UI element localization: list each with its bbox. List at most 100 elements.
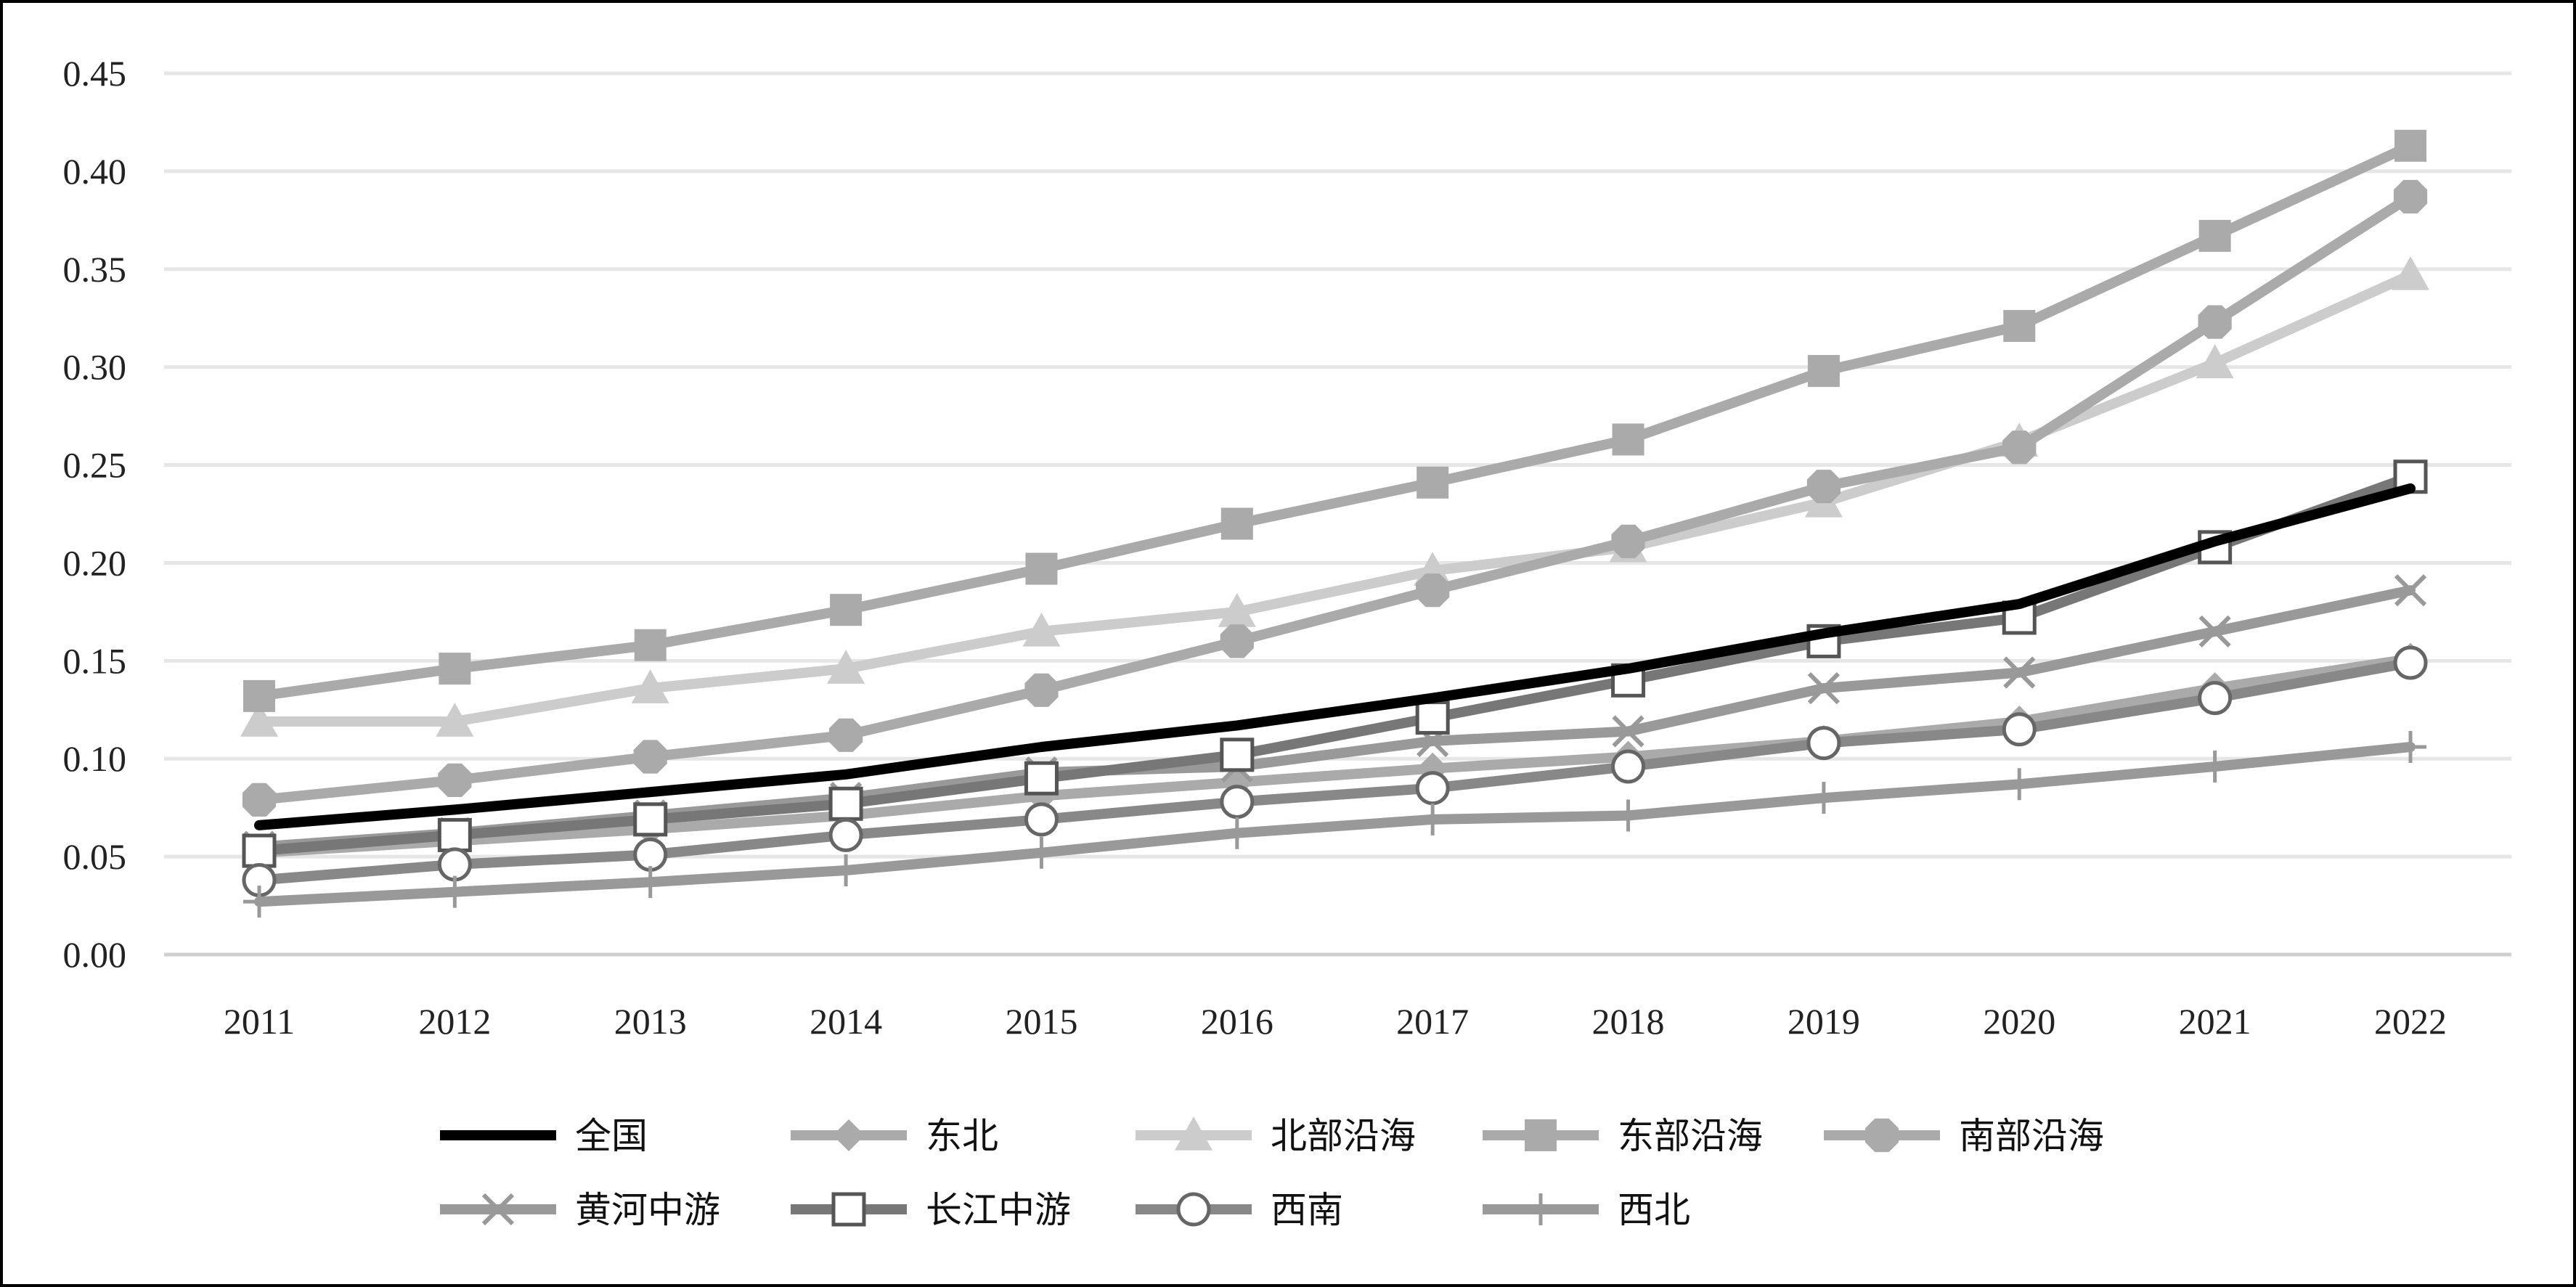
data-point	[1024, 761, 1059, 796]
legend-label: 北部沿海	[1271, 1115, 1416, 1157]
line-chart: 0.00 0.05 0.10 0.15 0.20 0.25 0.30 0.35 0.40 0.45…	[63, 53, 2511, 1231]
data-point	[2198, 681, 2233, 716]
data-point	[2002, 430, 2037, 465]
x-tick-label: 2020	[1983, 1001, 2055, 1042]
data-point	[1612, 715, 1644, 748]
x-tick-label: 2021	[2179, 1001, 2251, 1042]
data-point	[481, 1193, 515, 1226]
data-point	[830, 854, 863, 886]
data-point	[1220, 738, 1255, 772]
data-point	[1220, 507, 1253, 540]
x-tick-label: 2013	[614, 1001, 687, 1042]
x-tick-label: 2015	[1005, 1001, 1077, 1042]
data-point	[2394, 129, 2426, 162]
data-point	[2198, 305, 2232, 339]
data-point	[1175, 1116, 1212, 1151]
data-point	[1612, 423, 1644, 456]
x-tick-label: 2018	[1592, 1001, 1665, 1042]
legend-item-0: 全国	[440, 1115, 648, 1157]
data-point	[243, 679, 275, 712]
series-line	[254, 483, 2416, 830]
data-point	[1176, 1192, 1211, 1227]
data-point	[1415, 771, 1450, 806]
series-4	[242, 179, 2428, 817]
series-3	[243, 129, 2426, 712]
data-point	[828, 786, 863, 821]
y-tick-label: 0.05	[63, 836, 127, 877]
data-point	[2394, 731, 2426, 764]
series-8	[243, 731, 2426, 918]
data-point	[240, 702, 278, 737]
y-tick-label: 0.45	[63, 53, 127, 94]
x-axis: 2011 2012 2013 2014 2015 2016 2017 2018 2019 2020…	[224, 1001, 2447, 1042]
data-point	[437, 817, 472, 852]
legend-label: 西南	[1271, 1189, 1343, 1231]
data-point	[1025, 836, 1058, 869]
data-point	[242, 783, 277, 817]
data-point	[243, 886, 275, 918]
series-line	[254, 140, 2416, 701]
data-point	[2196, 344, 2234, 379]
data-point	[1220, 785, 1255, 820]
data-point	[1611, 524, 1645, 558]
data-point	[2198, 751, 2231, 783]
legend-label: 东部沿海	[1618, 1115, 1763, 1157]
legend-label: 黄河中游	[575, 1189, 720, 1231]
data-point	[634, 866, 667, 899]
series-2	[240, 256, 2429, 737]
data-point	[828, 817, 863, 852]
data-point	[633, 802, 668, 837]
data-point	[439, 653, 471, 685]
data-point	[1416, 573, 1450, 608]
data-point	[1864, 1118, 1899, 1153]
data-point	[1025, 552, 1058, 585]
data-point	[1807, 782, 1840, 814]
data-point	[438, 763, 472, 797]
x-tick-label: 2016	[1201, 1001, 1273, 1042]
x-tick-label: 2022	[2374, 1001, 2447, 1042]
series-line	[254, 653, 2416, 858]
legend-item-3: 东部沿海	[1483, 1115, 1763, 1157]
data-point	[830, 594, 863, 626]
data-point	[1220, 624, 1254, 658]
data-point	[2002, 712, 2037, 747]
y-tick-label: 0.30	[63, 347, 127, 388]
y-tick-label: 0.25	[63, 445, 127, 486]
data-point	[1218, 592, 1256, 627]
data-point	[1807, 355, 1840, 388]
data-point	[2394, 574, 2427, 607]
legend-item-2: 北部沿海	[1136, 1115, 1416, 1157]
data-point	[1612, 799, 1644, 832]
y-tick-label: 0.40	[63, 151, 127, 192]
series-lines	[240, 129, 2429, 918]
data-point	[439, 875, 471, 908]
legend-label: 东北	[926, 1115, 998, 1157]
data-point	[1807, 671, 1841, 705]
y-tick-label: 0.10	[63, 738, 127, 779]
data-point	[633, 837, 668, 872]
data-point	[1024, 673, 1059, 707]
data-point	[1024, 802, 1059, 837]
y-tick-label: 0.35	[63, 249, 127, 290]
data-point	[2003, 310, 2036, 343]
data-point	[1806, 726, 1841, 761]
x-tick-label: 2011	[224, 1001, 295, 1042]
legend-label: 全国	[575, 1115, 648, 1157]
data-point	[2198, 615, 2231, 647]
legend-label: 西北	[1618, 1189, 1690, 1231]
data-point	[833, 1119, 865, 1151]
series-6	[242, 459, 2428, 868]
series-line	[254, 471, 2416, 856]
series-0	[254, 483, 2416, 830]
data-point	[631, 669, 669, 703]
legend-item-4: 南部沿海	[1824, 1115, 2104, 1157]
series-7	[242, 645, 2428, 897]
data-point	[242, 833, 277, 868]
y-tick-label: 0.20	[63, 542, 127, 583]
legend-item-7: 西南	[1136, 1189, 1343, 1231]
data-point	[2198, 219, 2231, 252]
y-axis: 0.00 0.05 0.10 0.15 0.20 0.25 0.30 0.35 0.40 0.45	[63, 53, 127, 975]
data-point	[1611, 749, 1646, 784]
